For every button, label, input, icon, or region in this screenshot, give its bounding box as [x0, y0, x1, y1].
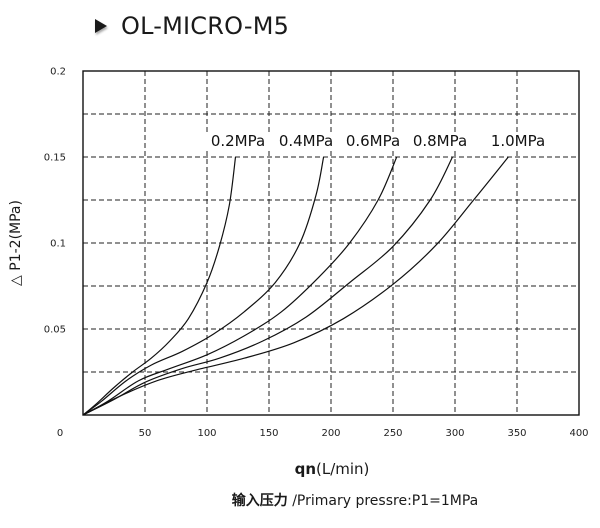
chart-header: OL-MICRO-M5	[95, 12, 289, 40]
plot-frame	[82, 70, 580, 416]
series-label: 0.4MPa	[279, 132, 333, 150]
x-tick-label: 300	[445, 428, 464, 439]
y-tick-label: 0.05	[44, 325, 66, 336]
x-axis-label-main: qn	[294, 460, 317, 478]
x-axis-label-unit: (L/min)	[316, 460, 370, 478]
x-tick-label: 250	[383, 428, 402, 439]
x-tick-label: 200	[321, 428, 340, 439]
series-line-1-0mpa	[82, 156, 509, 416]
series-label: 1.0MPa	[491, 132, 545, 150]
series-label-bg	[341, 132, 405, 150]
series-label-bg	[408, 132, 472, 150]
series-line-0-8mpa	[82, 156, 454, 416]
x-tick-label: 50	[139, 428, 152, 439]
x-tick-label: 400	[569, 428, 588, 439]
x-axis-label: qn(L/min)	[295, 460, 370, 478]
series-label: 0.6MPa	[346, 132, 400, 150]
x-tick-label: 350	[507, 428, 526, 439]
y-tick-label: 0.2	[50, 67, 66, 78]
primary-pressure-caption: 输入压力 /Primary pressre:P1=1MPa	[232, 490, 479, 510]
caption-en: /Primary pressre:P1=1MPa	[287, 493, 479, 509]
series-label: 0.2MPa	[211, 132, 265, 150]
chart-title: OL-MICRO-M5	[121, 12, 290, 40]
series-label-bg	[206, 132, 270, 150]
y-axis-label: △ P1-2(MPa)	[8, 200, 24, 286]
series-label-bg	[486, 132, 550, 150]
series-label: 0.8MPa	[413, 132, 467, 150]
series-line-0-6mpa	[82, 156, 398, 416]
series-label-bg	[274, 132, 338, 150]
y-tick-label: 0.1	[50, 239, 66, 250]
x-tick-label: 150	[259, 428, 278, 439]
series-line-0-2mpa	[82, 156, 237, 416]
caption-cn: 输入压力	[231, 493, 288, 509]
y-tick-label: 0.15	[44, 153, 66, 164]
play-arrow-icon	[95, 19, 107, 33]
x-tick-label: 0	[57, 428, 63, 439]
series-line-0-4mpa	[82, 156, 325, 416]
x-tick-label: 100	[197, 428, 216, 439]
